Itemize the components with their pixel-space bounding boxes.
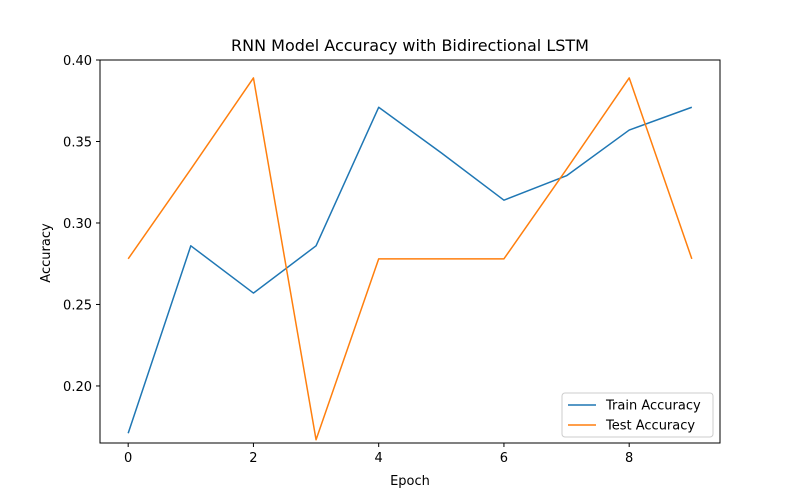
series-line-test-accuracy bbox=[127, 77, 693, 441]
x-tick-label: 2 bbox=[249, 451, 257, 466]
plot-frame bbox=[99, 59, 721, 444]
legend-frame bbox=[561, 392, 714, 438]
y-tick-label: 0.25 bbox=[63, 298, 92, 313]
y-tick-label: 0.40 bbox=[63, 54, 92, 69]
y-tick-label: 0.35 bbox=[63, 135, 92, 150]
x-axis-label: Epoch bbox=[390, 474, 430, 489]
chart-title: RNN Model Accuracy with Bidirectional LS… bbox=[231, 36, 589, 55]
legend-label: Train Accuracy bbox=[605, 399, 701, 414]
y-tick-label: 0.20 bbox=[63, 380, 92, 395]
x-tick-label: 0 bbox=[124, 451, 132, 466]
series-group bbox=[127, 77, 693, 441]
legend-label: Test Accuracy bbox=[605, 419, 695, 434]
plot-area bbox=[99, 59, 721, 444]
x-tick-label: 8 bbox=[625, 451, 633, 466]
x-tick-label: 6 bbox=[500, 451, 508, 466]
y-axis-label: Accuracy bbox=[39, 223, 54, 283]
y-axis: 0.20 0.25 0.30 0.35 0.40 bbox=[63, 54, 100, 395]
y-tick-label: 0.30 bbox=[63, 217, 92, 232]
x-tick-label: 4 bbox=[375, 451, 383, 466]
legend: Train Accuracy Test Accuracy bbox=[561, 392, 714, 438]
x-axis: 0 2 4 6 8 bbox=[124, 443, 633, 466]
series-line-train-accuracy bbox=[127, 106, 693, 434]
